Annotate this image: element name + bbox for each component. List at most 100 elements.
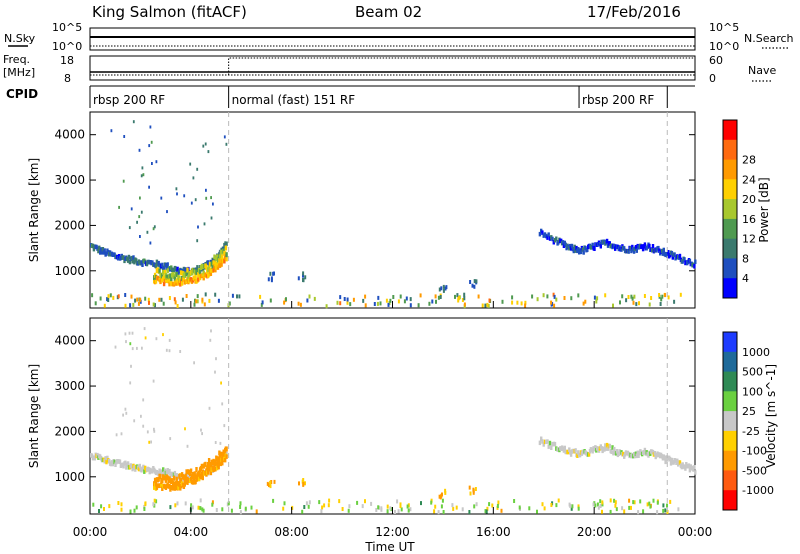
data-mark xyxy=(552,292,555,297)
data-mark xyxy=(130,207,133,211)
data-mark xyxy=(134,298,137,303)
data-mark xyxy=(183,482,186,487)
data-mark xyxy=(103,459,106,464)
data-mark xyxy=(386,504,389,509)
data-mark xyxy=(216,465,219,471)
data-mark xyxy=(196,167,199,171)
data-mark xyxy=(659,302,662,306)
data-mark xyxy=(567,449,570,455)
data-mark xyxy=(140,210,143,214)
colorbar-tick-label: -100 xyxy=(742,445,767,458)
data-mark xyxy=(673,299,676,304)
colorbar-segment xyxy=(723,179,737,200)
colorbar-segment xyxy=(723,238,737,259)
data-mark xyxy=(149,125,152,129)
data-mark xyxy=(389,506,392,511)
colorbar-tick-label: -25 xyxy=(742,425,760,438)
data-mark xyxy=(563,296,566,300)
data-mark xyxy=(168,281,171,287)
data-mark xyxy=(96,246,99,251)
nsky-panel: N.Sky 10^5 10^0 10^5 10^0 N.Search xyxy=(4,21,794,53)
data-mark xyxy=(217,254,220,259)
data-mark xyxy=(269,480,272,485)
data-mark xyxy=(308,294,311,299)
data-mark xyxy=(134,467,137,472)
data-mark xyxy=(192,474,195,480)
data-mark xyxy=(439,295,442,299)
data-mark xyxy=(623,509,626,514)
data-mark xyxy=(545,233,548,239)
data-mark xyxy=(542,233,545,238)
data-mark xyxy=(208,298,211,303)
data-mark xyxy=(680,464,683,470)
freq-label-line1: Freq. xyxy=(3,53,30,66)
data-mark xyxy=(270,278,273,283)
data-mark xyxy=(162,467,165,472)
data-mark xyxy=(142,464,145,470)
y-tick-label: 1000 xyxy=(54,264,85,278)
data-mark xyxy=(579,249,583,255)
data-mark xyxy=(662,503,665,508)
data-mark xyxy=(433,509,436,514)
data-mark xyxy=(614,500,617,505)
data-mark xyxy=(159,279,162,285)
data-mark xyxy=(362,298,365,303)
data-mark xyxy=(627,249,630,254)
data-mark xyxy=(455,505,458,510)
colorbar-tick-label: 12 xyxy=(742,233,756,246)
data-mark xyxy=(497,500,500,505)
data-mark xyxy=(501,299,504,304)
data-mark xyxy=(336,300,339,305)
data-mark xyxy=(440,504,443,509)
colorbar-tick-label: 100 xyxy=(742,385,763,398)
data-mark xyxy=(105,251,108,256)
data-mark xyxy=(621,506,624,511)
data-mark xyxy=(227,501,230,506)
data-mark xyxy=(613,498,616,503)
data-mark xyxy=(606,243,610,248)
data-mark xyxy=(577,247,580,252)
data-mark xyxy=(175,269,178,274)
colorbar-tick-label: 8 xyxy=(742,252,749,265)
nsky-tick-high: 10^5 xyxy=(52,21,82,34)
data-mark xyxy=(305,501,308,506)
data-mark xyxy=(662,247,665,253)
data-mark xyxy=(219,249,222,255)
data-mark xyxy=(114,462,117,467)
cpid-segment-label: normal (fast) 151 RF xyxy=(232,93,356,107)
data-mark xyxy=(633,500,636,505)
data-mark xyxy=(461,298,464,302)
data-mark xyxy=(664,459,667,465)
data-mark xyxy=(405,296,408,301)
data-mark xyxy=(430,500,433,505)
data-mark xyxy=(628,505,631,510)
data-mark xyxy=(601,500,604,505)
data-mark xyxy=(214,441,217,444)
data-mark xyxy=(122,413,124,417)
data-mark xyxy=(658,248,661,253)
data-mark xyxy=(639,499,642,504)
nsky-frame xyxy=(89,27,696,51)
data-mark xyxy=(180,483,183,489)
data-mark xyxy=(648,501,651,506)
data-mark xyxy=(176,192,178,196)
data-mark xyxy=(325,304,328,309)
data-mark xyxy=(200,428,202,432)
data-mark xyxy=(484,509,487,514)
data-mark xyxy=(104,456,107,461)
data-mark xyxy=(213,463,216,468)
data-mark xyxy=(380,507,383,512)
data-mark xyxy=(138,463,141,469)
data-mark xyxy=(268,483,270,488)
data-mark xyxy=(100,504,103,509)
data-mark xyxy=(687,463,691,468)
freq-frame xyxy=(89,55,696,81)
data-mark xyxy=(185,469,188,475)
data-mark xyxy=(189,471,192,477)
data-mark xyxy=(193,269,196,275)
y-tick-label: 4000 xyxy=(54,334,85,348)
data-mark xyxy=(131,466,134,472)
data-mark xyxy=(551,442,554,447)
data-mark xyxy=(570,243,574,249)
data-mark xyxy=(364,303,367,308)
